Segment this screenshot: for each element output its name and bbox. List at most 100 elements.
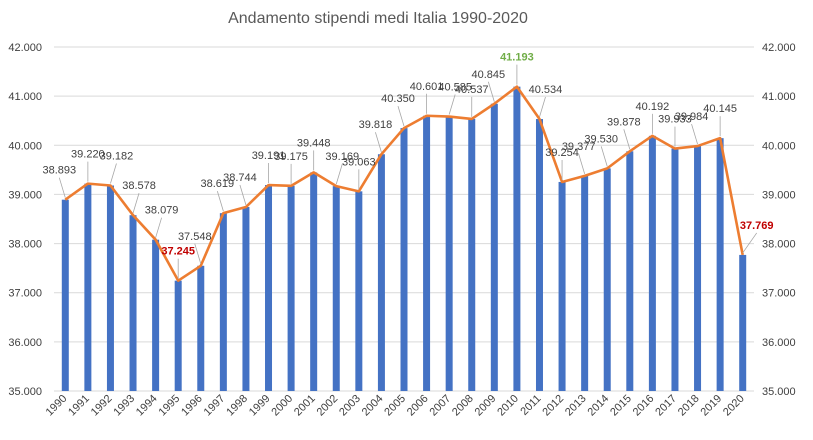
- label-leader: [58, 177, 66, 198]
- bar: [716, 138, 724, 391]
- label-leader: [110, 163, 117, 184]
- bar: [648, 135, 656, 391]
- data-label: 39.220: [71, 149, 105, 161]
- trend-line: [64, 85, 744, 282]
- data-label: 38.619: [201, 178, 235, 190]
- x-tick-label: 2013: [563, 393, 589, 419]
- bar: [468, 118, 476, 392]
- label-leader: [539, 96, 546, 118]
- label-leader: [487, 81, 495, 102]
- x-tick-label: 2020: [721, 393, 747, 419]
- label-leader: [623, 129, 631, 150]
- x-tick-label: 1990: [44, 393, 70, 419]
- bar: [377, 154, 385, 391]
- x-tick-label: 2016: [631, 393, 657, 419]
- bar: [106, 185, 114, 391]
- data-label: 39.175: [274, 151, 308, 163]
- data-label: 39.818: [359, 119, 393, 131]
- x-tick-label: 2001: [292, 393, 318, 419]
- y-tick-label-right: 41.000: [762, 91, 796, 103]
- bar: [61, 199, 69, 391]
- data-label: 37.245: [161, 246, 195, 258]
- bar: [287, 185, 295, 391]
- x-tick-label: 2004: [360, 393, 386, 419]
- y-tick-label-left: 39.000: [8, 189, 42, 201]
- label-leader: [600, 146, 608, 167]
- x-tick-label: 1999: [247, 393, 273, 419]
- x-tick-label: 2000: [269, 393, 295, 419]
- x-tick-label: 1992: [89, 393, 115, 419]
- bar: [219, 213, 227, 391]
- y-tick-label-right: 35.000: [762, 386, 796, 398]
- bar: [152, 239, 160, 391]
- x-tick-label: 1993: [111, 393, 137, 419]
- data-label: 40.534: [529, 84, 563, 96]
- data-label: 37.769: [740, 220, 774, 232]
- data-label: 39.182: [100, 150, 134, 162]
- x-tick-label: 2007: [427, 393, 453, 419]
- bar: [445, 116, 453, 391]
- label-leader: [742, 232, 758, 254]
- bar: [197, 265, 205, 391]
- data-label: 40.350: [381, 93, 415, 105]
- label-leader: [239, 184, 247, 206]
- bar: [242, 207, 250, 391]
- data-label: 39.933: [658, 114, 692, 126]
- y-tick-label-left: 41.000: [8, 91, 42, 103]
- y-tick-label-left: 38.000: [8, 239, 42, 251]
- data-label: 39.377: [562, 141, 596, 153]
- bar: [739, 254, 747, 391]
- label-leader: [216, 191, 224, 212]
- data-label: 40.601: [410, 81, 444, 93]
- bar: [174, 280, 182, 391]
- label-leader: [691, 123, 698, 145]
- y-tick-label-left: 40.000: [8, 140, 42, 152]
- data-label: 39.878: [607, 116, 641, 128]
- data-label: 38.079: [145, 205, 179, 217]
- data-label: 39.448: [297, 137, 331, 149]
- x-tick-label: 1997: [202, 393, 228, 419]
- data-label: 40.537: [455, 84, 489, 96]
- bar: [626, 151, 634, 391]
- y-tick-label-left: 37.000: [8, 288, 42, 300]
- x-tick-label: 1996: [179, 393, 205, 419]
- data-label: 37.548: [178, 231, 212, 243]
- y-tick-label-right: 42.000: [762, 42, 796, 54]
- bar: [581, 175, 589, 391]
- data-label: 40.845: [471, 69, 505, 81]
- y-tick-label-left: 35.000: [8, 386, 42, 398]
- bar: [535, 119, 543, 391]
- x-tick-label: 2008: [450, 393, 476, 419]
- data-label: 40.192: [636, 101, 670, 113]
- data-label: 38.744: [223, 172, 257, 184]
- bar: [671, 148, 679, 391]
- data-label: 39.254: [545, 147, 579, 159]
- x-tick-label: 2017: [653, 393, 679, 419]
- chart-title: Andamento stipendi medi Italia 1990-2020: [228, 10, 528, 27]
- x-tick-label: 1998: [224, 393, 250, 419]
- bar: [129, 215, 137, 391]
- x-tick-label: 2002: [315, 393, 341, 419]
- x-tick-label: 2011: [518, 393, 543, 418]
- x-tick-label: 2014: [586, 393, 612, 419]
- bar: [355, 191, 363, 391]
- label-leader: [397, 105, 405, 127]
- label-leader: [578, 153, 586, 175]
- y-tick-label-right: 36.000: [762, 337, 796, 349]
- data-label: 39.169: [325, 151, 359, 163]
- x-tick-label: 2019: [698, 393, 724, 419]
- x-tick-label: 1994: [134, 393, 160, 419]
- label-leader: [335, 164, 343, 185]
- bar: [310, 172, 318, 391]
- x-tick-label: 2005: [382, 393, 408, 419]
- bar: [423, 115, 431, 391]
- bar: [332, 186, 340, 391]
- x-tick-label: 1991: [66, 393, 92, 419]
- bar: [694, 146, 702, 391]
- bar: [603, 168, 611, 391]
- bar: [490, 103, 498, 391]
- data-label: 39.984: [675, 111, 709, 123]
- y-tick-label-right: 37.000: [762, 288, 796, 300]
